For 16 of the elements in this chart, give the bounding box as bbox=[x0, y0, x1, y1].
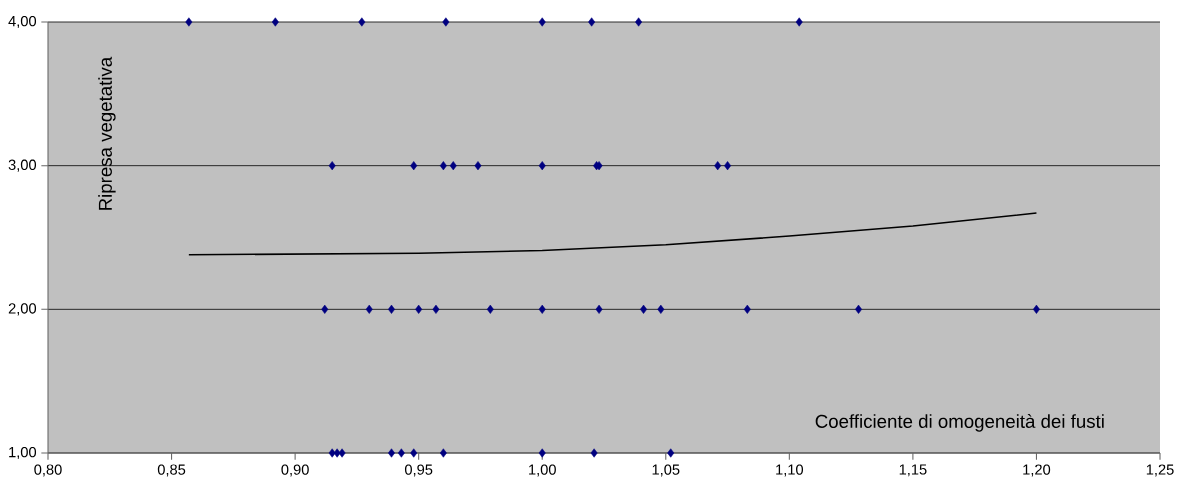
x-tick-label: 0,95 bbox=[404, 464, 433, 477]
x-tick-label: 0,90 bbox=[281, 464, 309, 477]
y-tick-label: 2,00 bbox=[8, 303, 37, 316]
x-tick-label: 1,00 bbox=[529, 464, 556, 477]
x-tick-label: 1,20 bbox=[1023, 464, 1051, 477]
x-axis-title: Coefficiente di omogeneità dei fusti bbox=[815, 414, 1104, 432]
x-tick-label: 1,25 bbox=[1146, 464, 1174, 477]
x-tick-label: 1,15 bbox=[899, 464, 927, 477]
x-tick-label: 0,80 bbox=[34, 464, 62, 477]
y-tick-label: 1,00 bbox=[9, 446, 37, 460]
x-tick-label: 1,05 bbox=[652, 464, 680, 477]
x-tick-label: 0,85 bbox=[157, 464, 186, 477]
y-tick-label: 4,00 bbox=[8, 15, 37, 29]
y-axis-title: Ripresa vegetativa bbox=[98, 56, 116, 210]
x-tick-label: 1,10 bbox=[776, 464, 804, 477]
y-tick-label: 3,00 bbox=[8, 159, 37, 172]
